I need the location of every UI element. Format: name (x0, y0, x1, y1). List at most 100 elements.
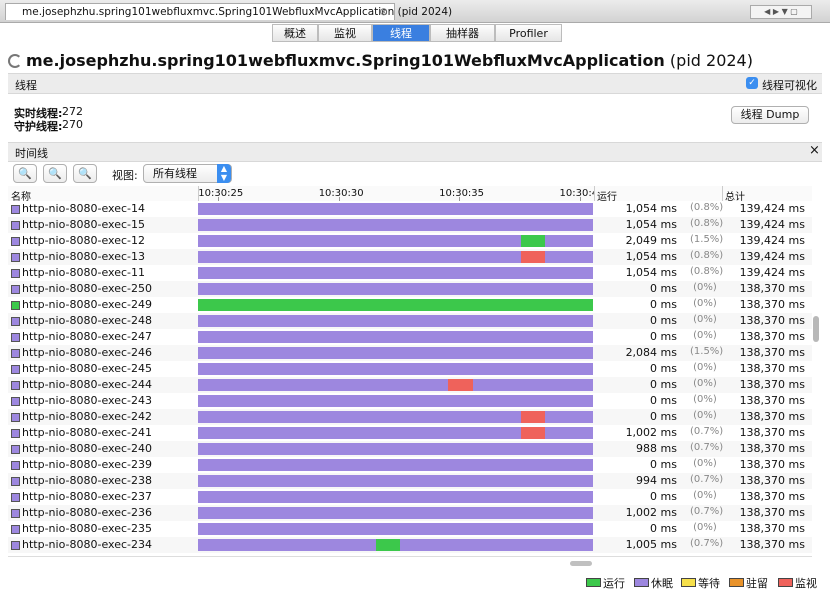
tab[interactable]: 概述 (272, 24, 318, 42)
state-segment (520, 411, 545, 423)
total-time: 138,370 ms (739, 522, 805, 535)
total-time: 138,370 ms (739, 410, 805, 423)
tab[interactable]: 抽样器 (430, 24, 495, 42)
state-icon (11, 477, 20, 486)
run-time: 2,084 ms (625, 346, 677, 359)
tab[interactable]: Profiler (495, 24, 562, 42)
state-icon (11, 349, 20, 358)
run-percent: (0.7%) (690, 474, 724, 485)
thread-name[interactable]: http-nio-8080-exec-12 (22, 234, 145, 247)
run-percent: (0%) (693, 490, 717, 501)
legend-label: 监视 (795, 577, 817, 590)
thread-name[interactable]: http-nio-8080-exec-248 (22, 314, 152, 327)
tick-mark (459, 197, 461, 201)
legend-label: 等待 (698, 577, 720, 590)
close-button[interactable]: × (809, 143, 820, 158)
state-icon (11, 429, 20, 438)
thread-name[interactable]: http-nio-8080-exec-244 (22, 378, 152, 391)
checkbox-label[interactable]: 线程可视化 (762, 79, 817, 92)
state-segment (520, 251, 545, 263)
run-time: 0 ms (650, 490, 677, 503)
thread-name[interactable]: http-nio-8080-exec-245 (22, 362, 152, 375)
run-column: 运行 (597, 192, 617, 203)
timeline-bar (198, 523, 593, 535)
timeline-bar (198, 507, 593, 519)
run-time: 0 ms (650, 362, 677, 375)
thread-name[interactable]: http-nio-8080-exec-235 (22, 522, 152, 535)
thread-name[interactable]: http-nio-8080-exec-238 (22, 474, 152, 487)
legend-swatch (586, 578, 601, 587)
total-time: 139,424 ms (739, 250, 805, 263)
tab-nav[interactable]: ◀ ▶ ▼ ▢ (750, 5, 812, 19)
state-icon (11, 509, 20, 518)
thread-name[interactable]: http-nio-8080-exec-11 (22, 266, 145, 279)
legend-label: 运行 (603, 577, 625, 590)
state-icon (11, 333, 20, 342)
run-percent: (0.7%) (690, 426, 724, 437)
run-time: 0 ms (650, 522, 677, 535)
state-icon (11, 525, 20, 534)
thread-name[interactable]: http-nio-8080-exec-241 (22, 426, 152, 439)
checkbox[interactable]: ✓ (746, 77, 758, 89)
tab-title: me.josephzhu.spring101webfluxmvc.Spring1… (22, 6, 453, 18)
thread-name[interactable]: http-nio-8080-exec-250 (22, 282, 152, 295)
total-time: 138,370 ms (739, 298, 805, 311)
total-time: 138,370 ms (739, 378, 805, 391)
run-percent: (0.7%) (690, 506, 724, 517)
total-time: 138,370 ms (739, 458, 805, 471)
zoom-out[interactable]: 🔍 (43, 164, 67, 183)
run-percent: (0.8%) (690, 266, 724, 277)
total-time: 139,424 ms (739, 218, 805, 231)
close-icon[interactable]: ⊗ (379, 6, 388, 18)
tick-label: 10:30:35 (439, 188, 485, 199)
zoom-in[interactable]: 🔍 (13, 164, 37, 183)
legend-swatch (634, 578, 649, 587)
tab[interactable]: 线程 (372, 24, 430, 42)
h-scroll-thumb[interactable] (570, 561, 592, 566)
thread-dump-button[interactable]: 线程 Dump (731, 106, 809, 124)
timeline-bar (8, 142, 822, 162)
run-percent: (0.8%) (690, 202, 724, 213)
run-time: 0 ms (650, 330, 677, 343)
thread-name[interactable]: http-nio-8080-exec-240 (22, 442, 152, 455)
thread-name[interactable]: http-nio-8080-exec-242 (22, 410, 152, 423)
timeline-bar (198, 331, 593, 343)
document-tab[interactable]: me.josephzhu.spring101webfluxmvc.Spring1… (5, 3, 452, 20)
timeline-bar (198, 363, 593, 375)
legend-label: 驻留 (746, 577, 768, 590)
view-select[interactable]: 所有线程 ▲ ▼ (143, 164, 232, 183)
run-percent: (1.5%) (690, 346, 724, 357)
thread-name[interactable]: http-nio-8080-exec-237 (22, 490, 152, 503)
thread-name[interactable]: http-nio-8080-exec-239 (22, 458, 152, 471)
state-segment (376, 539, 401, 551)
run-percent: (0%) (693, 330, 717, 341)
run-percent: (0%) (693, 394, 717, 405)
name-column: 名称 (11, 192, 31, 203)
legend-swatch (778, 578, 793, 587)
timeline-bar (198, 491, 593, 503)
thread-name[interactable]: http-nio-8080-exec-13 (22, 250, 145, 263)
timeline-bar (198, 235, 593, 247)
state-icon (11, 445, 20, 454)
thread-name[interactable]: http-nio-8080-exec-246 (22, 346, 152, 359)
thread-name[interactable]: http-nio-8080-exec-15 (22, 218, 145, 231)
total-time: 138,370 ms (739, 282, 805, 295)
tab[interactable]: 监视 (318, 24, 372, 42)
run-time: 1,054 ms (625, 202, 677, 215)
thread-name[interactable]: http-nio-8080-exec-236 (22, 506, 152, 519)
zoom-fit[interactable]: 🔍 (73, 164, 97, 183)
thread-name[interactable]: http-nio-8080-exec-234 (22, 538, 152, 551)
state-icon (11, 205, 20, 214)
thread-name[interactable]: http-nio-8080-exec-14 (22, 202, 145, 215)
run-time: 0 ms (650, 410, 677, 423)
state-icon (11, 397, 20, 406)
run-time: 1,002 ms (625, 506, 677, 519)
thread-name[interactable]: http-nio-8080-exec-249 (22, 298, 152, 311)
run-time: 0 ms (650, 314, 677, 327)
thread-name[interactable]: http-nio-8080-exec-247 (22, 330, 152, 343)
v-scroll-thumb[interactable] (813, 316, 819, 342)
timeline-bar (198, 459, 593, 471)
run-percent: (0%) (693, 522, 717, 533)
legend-swatch (681, 578, 696, 587)
thread-name[interactable]: http-nio-8080-exec-243 (22, 394, 152, 407)
